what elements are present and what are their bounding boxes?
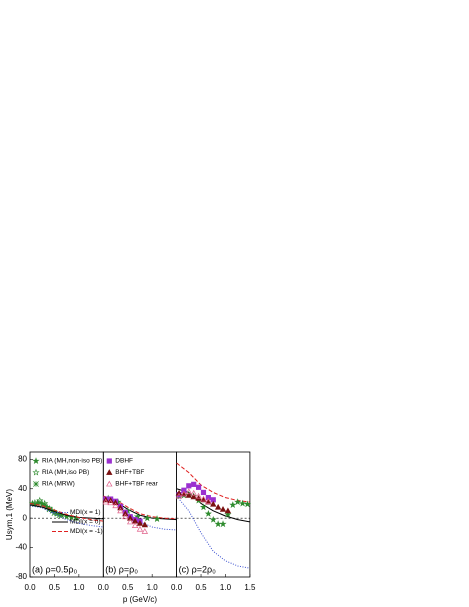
y-axis-label: Usym,1 (MeV) [5, 489, 14, 540]
data-point [136, 520, 144, 526]
x-tick-label: 0.0 [98, 583, 110, 592]
legend-marker [33, 481, 39, 487]
legend-label: DBHF [115, 458, 133, 465]
data-point [214, 503, 222, 510]
x-tick-label: 1.0 [147, 583, 159, 592]
data-point [181, 487, 187, 493]
data-point [224, 507, 232, 514]
data-point [219, 520, 227, 528]
data-point [112, 502, 119, 509]
data-point [136, 525, 144, 532]
data-point [41, 502, 48, 508]
y-tick-label: -80 [15, 572, 27, 581]
legend-label: MDI(x = 0) [70, 519, 101, 526]
data-point [126, 514, 134, 521]
data-point [32, 501, 38, 508]
curve [29, 504, 104, 520]
data-point [214, 520, 222, 528]
y-tick-label: 40 [18, 484, 27, 493]
x-tick-label: 0.5 [49, 583, 61, 592]
data-point [185, 488, 193, 495]
x-tick-label: 0.5 [122, 583, 134, 592]
data-point [205, 494, 211, 501]
data-point [143, 514, 151, 522]
legend-label: RIA (MH,iso PB) [42, 469, 89, 476]
panel-label: (b) ρ=ρ₀ [105, 564, 138, 574]
legend-marker [106, 458, 112, 464]
data-point [117, 507, 124, 514]
data-point [195, 492, 202, 499]
data-point [186, 483, 192, 489]
x-tick-label: 0.0 [171, 583, 183, 592]
data-point [122, 513, 129, 520]
data-point [210, 497, 216, 503]
data-point [219, 506, 227, 512]
data-point [210, 500, 217, 507]
data-point [51, 510, 58, 516]
data-point [107, 499, 114, 506]
legend-label: BHF+TBF [115, 469, 144, 476]
data-point [141, 521, 149, 528]
x-tick-label: 0.0 [24, 583, 36, 592]
data-point [234, 498, 242, 506]
data-point [190, 489, 197, 496]
data-point [175, 492, 183, 499]
data-point [239, 499, 247, 507]
data-point [229, 501, 237, 508]
data-point [190, 493, 197, 500]
x-tick-label: 0.5 [195, 583, 207, 592]
curve [176, 495, 250, 569]
legend-marker [32, 468, 40, 476]
data-point [204, 510, 212, 517]
data-point [102, 498, 109, 505]
legend-marker [106, 469, 113, 475]
x-tick-label: 1.0 [220, 583, 232, 592]
data-point [191, 481, 197, 487]
data-point [131, 522, 139, 528]
data-point [153, 515, 161, 522]
panel-label: (c) ρ=2ρ₀ [179, 564, 216, 574]
y-tick-label: 0 [23, 513, 28, 522]
data-point [200, 489, 207, 496]
data-point [200, 496, 207, 503]
panel-label: (a) ρ=0.5ρ₀ [32, 564, 78, 574]
data-point [224, 510, 232, 518]
legend-label: RIA (MRW) [42, 481, 75, 488]
legend-label: RIA (MH,non-iso PB) [42, 458, 102, 465]
data-point [56, 512, 63, 519]
y-tick-label: 80 [18, 454, 27, 463]
legend-label: MDI(x = -1) [70, 528, 103, 535]
y-tick-label: -40 [15, 543, 27, 552]
data-point [209, 515, 217, 523]
legend-marker [32, 457, 40, 465]
data-point [36, 499, 43, 506]
data-point [195, 484, 202, 490]
data-point [199, 503, 208, 511]
legend-label: BHF+TBF rear [115, 481, 158, 488]
legend-label: MDI(x = 1) [70, 509, 101, 516]
plot-frame [176, 451, 251, 578]
x-tick-label: 1.0 [73, 583, 85, 592]
data-point [243, 500, 252, 508]
x-tick-label: 1.5 [244, 583, 256, 592]
data-point [205, 498, 212, 505]
data-point [185, 492, 193, 498]
curve [29, 502, 104, 522]
x-axis-label: p (GeV/c) [123, 595, 158, 604]
data-point [126, 518, 134, 525]
data-point [205, 497, 212, 504]
data-point [200, 495, 207, 502]
legend-marker [106, 480, 113, 487]
data-point [141, 528, 149, 534]
data-point [180, 490, 188, 497]
